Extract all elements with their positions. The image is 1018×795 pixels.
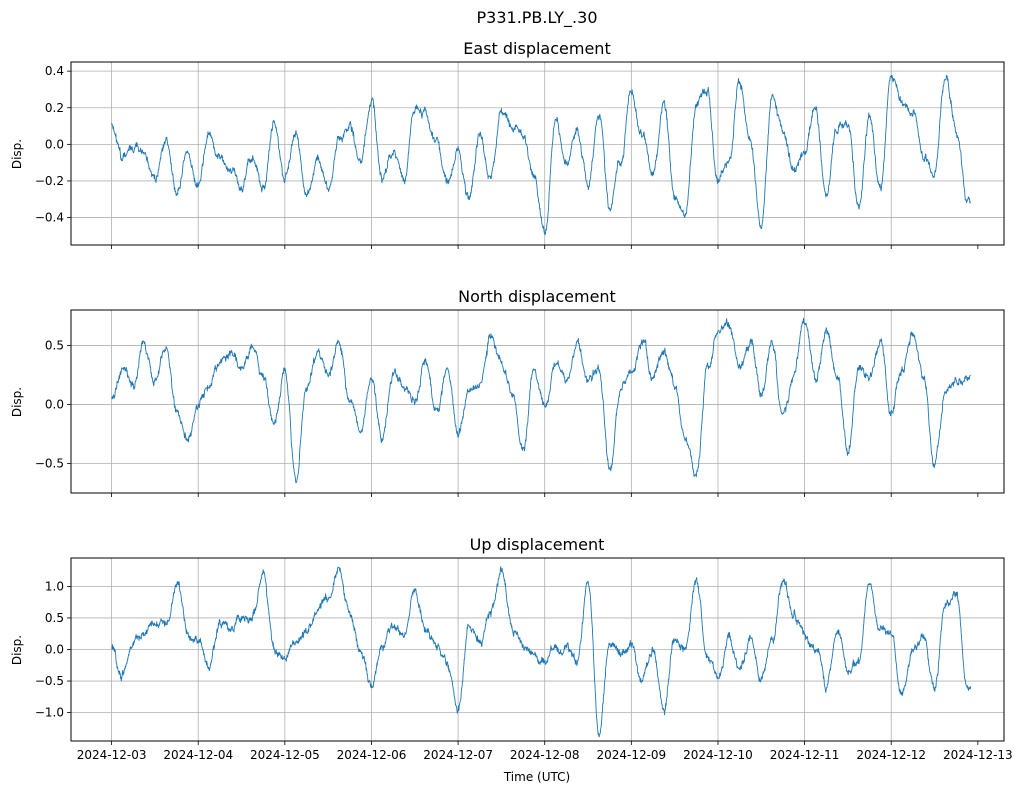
north-axes-frame — [70, 309, 1005, 494]
x-tick-label: 2024-12-10 — [683, 748, 753, 762]
x-tick-label: 2024-12-09 — [596, 748, 666, 762]
north-y-tick-label: 0.5 — [45, 338, 64, 352]
east-y-tick-label: −0.4 — [35, 211, 64, 225]
up-y-tick-label: −1.0 — [35, 706, 64, 720]
east-axes-frame — [70, 61, 1005, 246]
east-y-tick-label: 0.4 — [45, 64, 64, 78]
up-y-tick-label: 0.5 — [45, 611, 64, 625]
up-y-axis-label: Disp. — [10, 635, 24, 665]
x-tick-label: 2024-12-12 — [856, 748, 926, 762]
up-series-line — [111, 566, 972, 738]
x-tick-label: 2024-12-05 — [250, 748, 320, 762]
north-series-line — [111, 317, 971, 483]
east-panel-title: East displacement — [463, 39, 610, 58]
x-tick-label: 2024-12-13 — [943, 748, 1013, 762]
north-displacement-panel: North displacement Disp. −0.5 0.0 0.5 — [10, 287, 1005, 497]
up-y-tick-label: −0.5 — [35, 674, 64, 688]
north-grid — [71, 310, 1004, 493]
x-tick-label: 2024-12-08 — [510, 748, 580, 762]
east-y-axis-label: Disp. — [10, 139, 24, 169]
up-panel-title: Up displacement — [470, 535, 605, 554]
north-y-tick-label: −0.5 — [35, 456, 64, 470]
x-tick-label: 2024-12-06 — [337, 748, 407, 762]
east-series-line — [111, 74, 971, 236]
north-y-tick-label: 0.0 — [45, 397, 64, 411]
north-panel-title: North displacement — [458, 287, 616, 306]
east-x-ticks — [111, 245, 979, 249]
north-y-axis-label: Disp. — [10, 387, 24, 417]
x-axis-label: Time (UTC) — [503, 770, 570, 784]
up-y-ticks: −1.0 −0.5 0.0 0.5 1.0 — [35, 579, 71, 720]
east-grid — [71, 62, 1004, 245]
east-y-ticks: −0.4 −0.2 0.0 0.2 0.4 — [35, 64, 71, 225]
east-y-tick-label: 0.0 — [45, 137, 64, 151]
x-tick-label: 2024-12-11 — [770, 748, 840, 762]
up-grid — [71, 558, 1004, 741]
x-tick-label: 2024-12-04 — [163, 748, 233, 762]
up-displacement-panel: Up displacement Disp. −1.0−0.50.00.51.0 … — [10, 535, 1013, 762]
up-y-tick-label: 1.0 — [45, 579, 64, 593]
x-tick-label: 2024-12-07 — [423, 748, 493, 762]
x-tick-label: 2024-12-03 — [77, 748, 147, 762]
figure-suptitle: P331.PB.LY_.30 — [477, 8, 598, 28]
up-x-ticks: 2024-12-03 2024-12-04 2024-12-05 2024-12-06… — [77, 741, 1013, 762]
north-y-ticks: −0.5 0.0 0.5 — [35, 338, 71, 470]
north-x-ticks — [111, 493, 979, 497]
east-displacement-panel: East displacement Disp. −0.4 −0.2 0.0 0.2 0.… — [10, 39, 1005, 249]
up-y-tick-label: 0.0 — [45, 643, 64, 657]
east-y-tick-label: −0.2 — [35, 174, 64, 188]
up-axes-frame — [70, 557, 1005, 742]
east-y-tick-label: 0.2 — [45, 101, 64, 115]
